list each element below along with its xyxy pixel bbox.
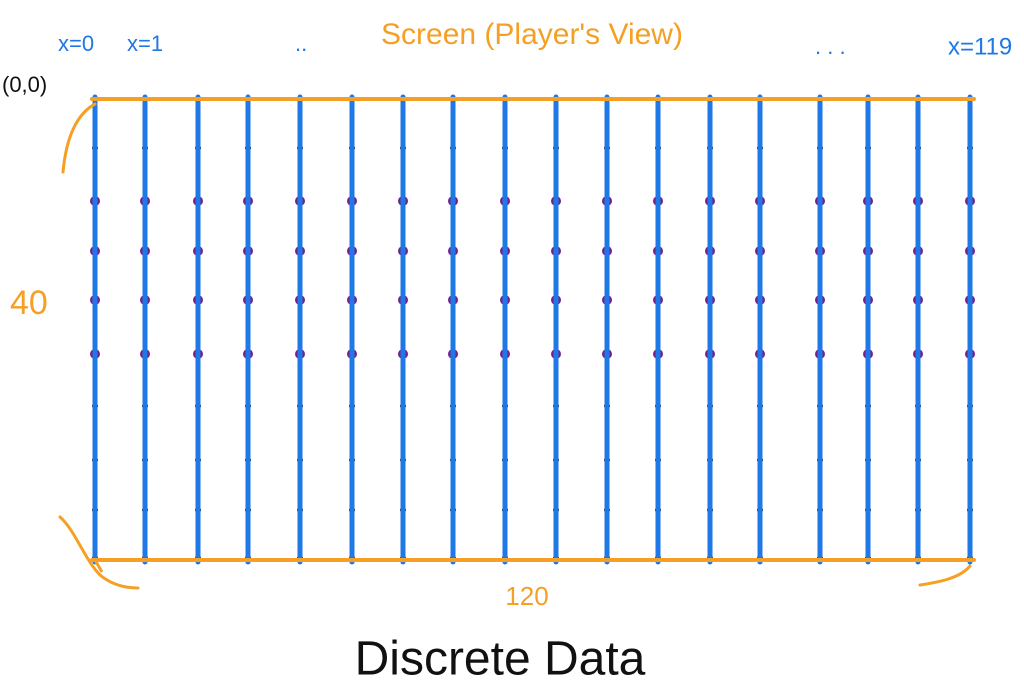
height-label: 40 xyxy=(10,284,48,322)
height-bracket-top xyxy=(61,102,97,174)
origin-label: (0,0) xyxy=(2,72,47,97)
title: Screen (Player's View) xyxy=(381,18,683,51)
width-bracket-left xyxy=(58,515,140,590)
caption: Discrete Data xyxy=(355,633,646,686)
column-label: x=119 xyxy=(948,33,1012,60)
bracket-tip xyxy=(93,559,104,573)
width-bracket-right xyxy=(918,564,972,587)
column-label: x=1 xyxy=(127,31,163,56)
width-label: 120 xyxy=(505,581,548,611)
column-label: x=0 xyxy=(58,31,94,56)
ellipsis: . . . xyxy=(815,34,846,59)
ellipsis: .. xyxy=(295,31,307,56)
